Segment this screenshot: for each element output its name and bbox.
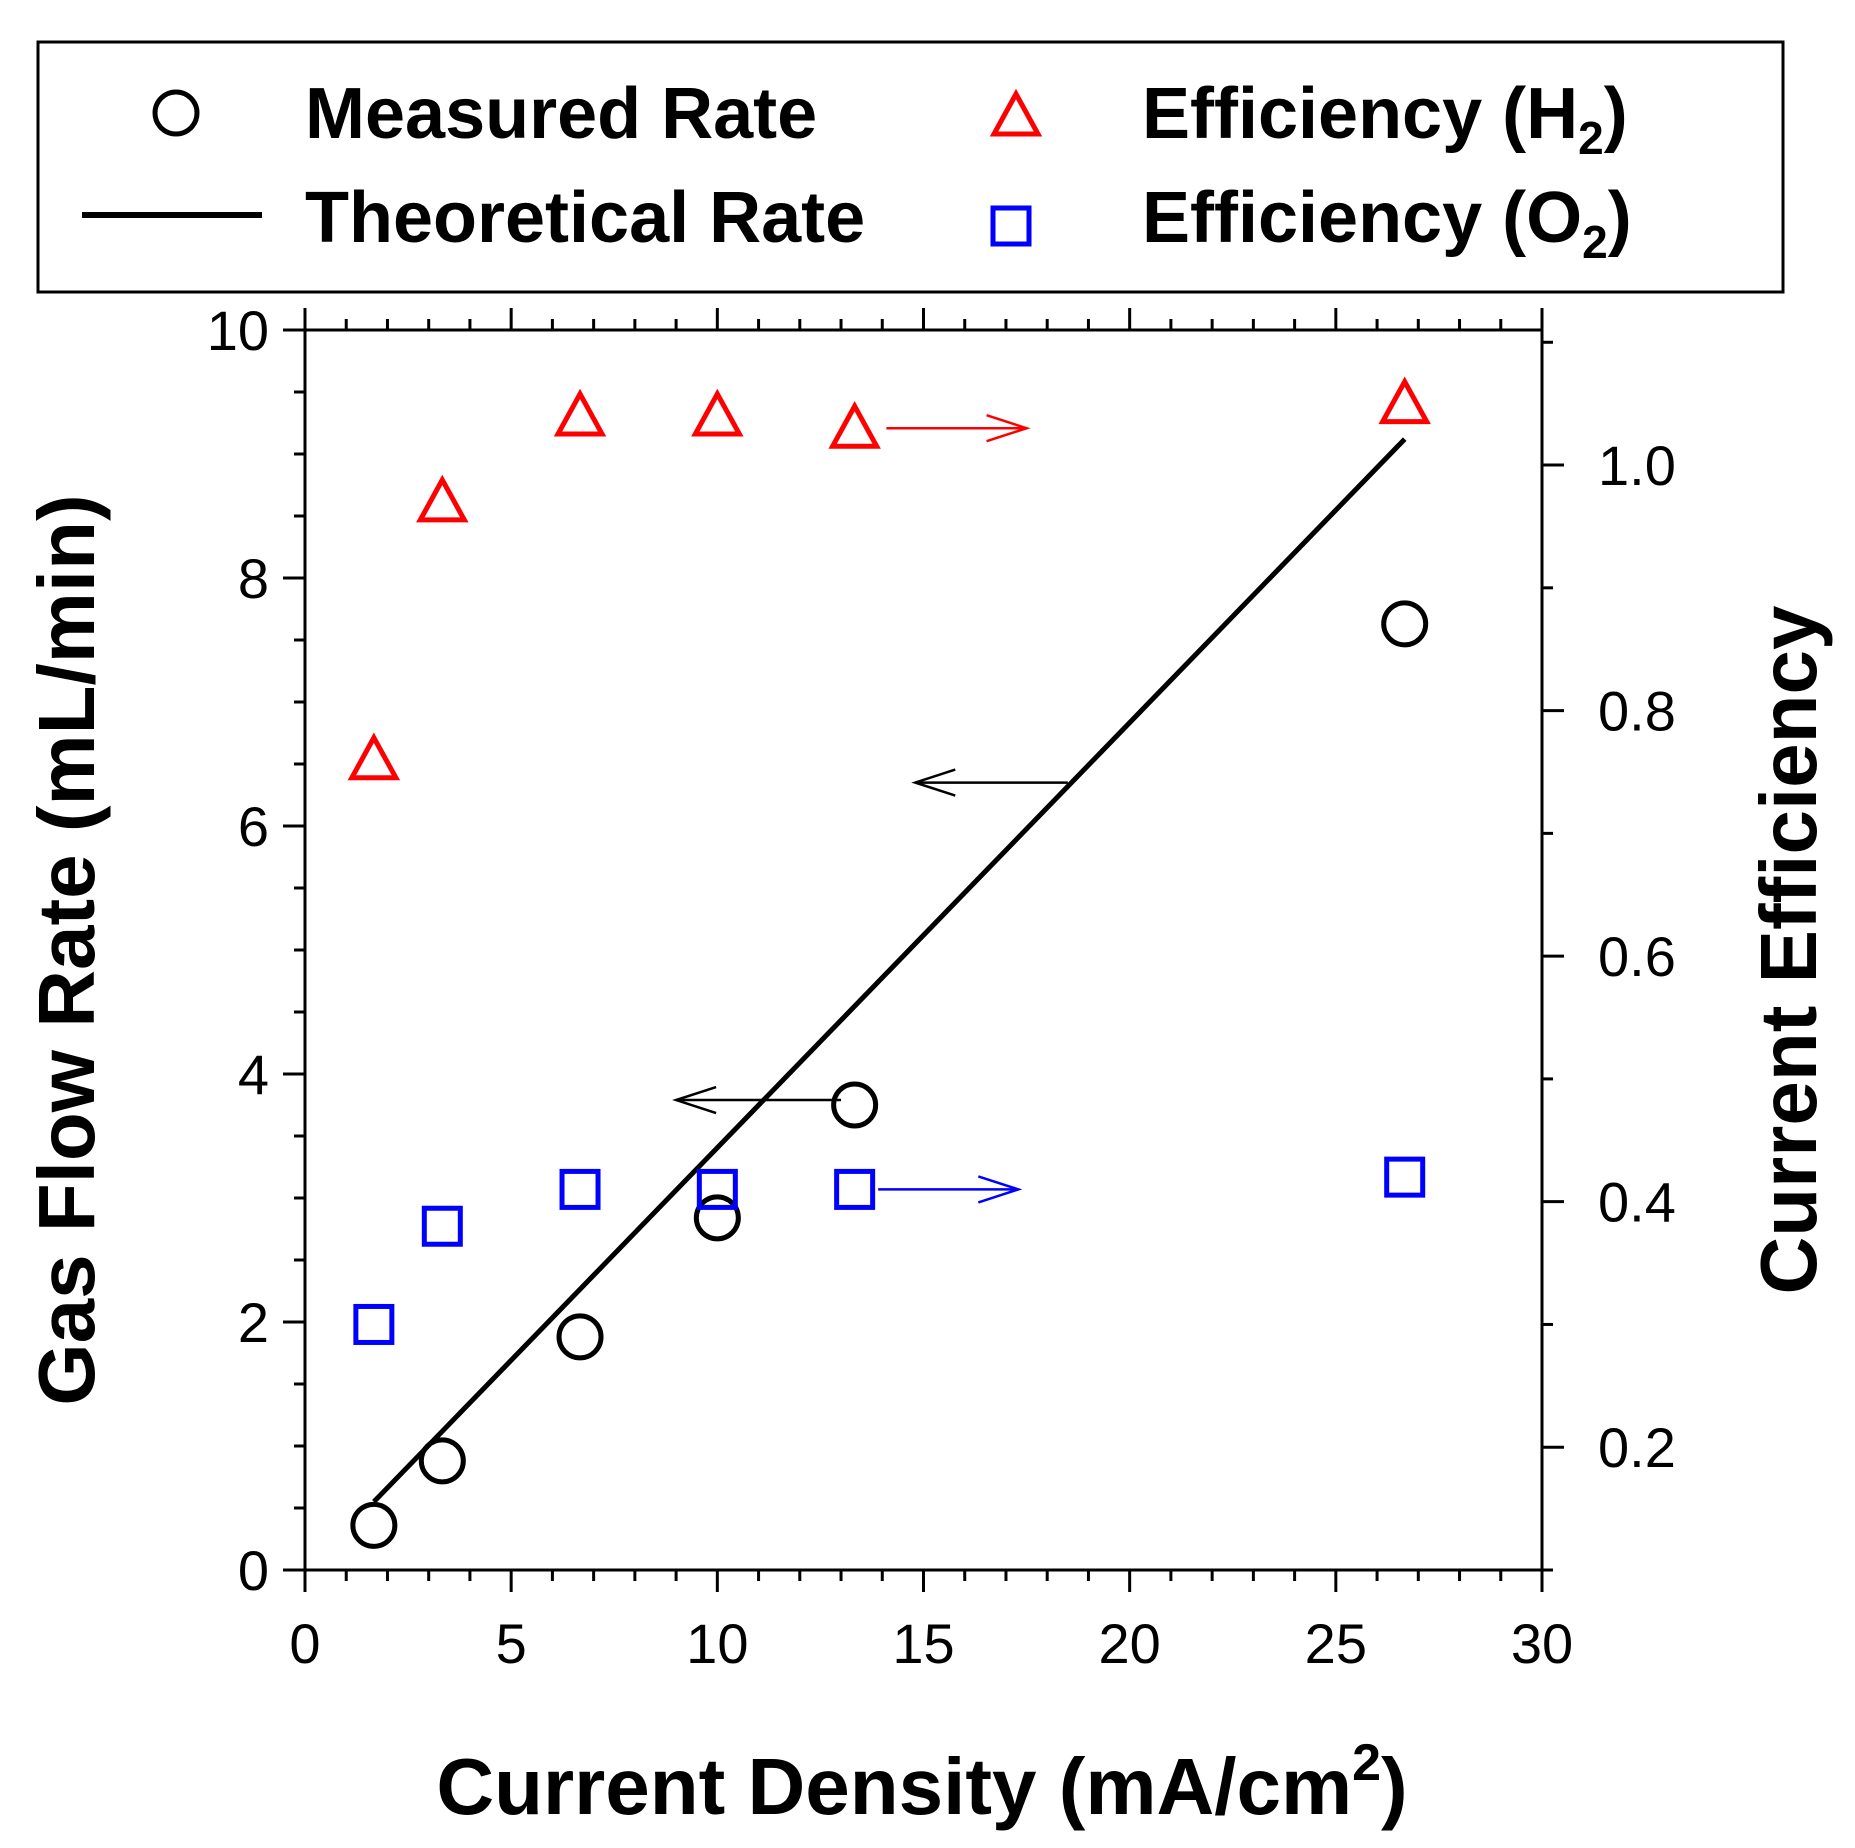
legend-label-efficiency-o2: Efficiency (O2) [1142, 178, 1632, 268]
axis-ticks [283, 308, 1564, 1592]
legend-marker-efficiency-h2 [989, 88, 1043, 137]
y-left-tick-label: 10 [207, 299, 269, 362]
measured-rate-point [693, 1194, 741, 1242]
legend: Measured Rate Theoretical Rate Efficienc… [36, 40, 1785, 294]
measured-rate-point [556, 1313, 604, 1361]
x-tick-label: 5 [496, 1612, 527, 1675]
legend-h2-base: Efficiency (H [1142, 74, 1578, 154]
efficiency-o2-point [421, 1205, 463, 1247]
arrow-h2-right-head [986, 414, 1031, 443]
efficiency-o2-point [353, 1303, 395, 1345]
data-marks [347, 376, 1431, 1549]
y-left-tick-label: 8 [238, 547, 269, 610]
arrow-theoretical-left-head [911, 768, 956, 797]
x-tick-label: 10 [686, 1612, 748, 1675]
legend-marker-efficiency-o2 [990, 205, 1032, 247]
x-tick-label: 25 [1305, 1612, 1367, 1675]
x-tick-label: 20 [1099, 1612, 1161, 1675]
measured-rate-point [1381, 600, 1429, 648]
efficiency-o2-point [1384, 1156, 1426, 1198]
y-right-axis-title: Current Efficiency [1744, 605, 1833, 1295]
x-tick-label: 15 [892, 1612, 954, 1675]
efficiency-h2-point [553, 388, 607, 437]
legend-o2-close: ) [1608, 178, 1632, 258]
theoretical-rate-series [372, 437, 1407, 1504]
x-axis-title-sup: 2 [1352, 1734, 1381, 1792]
y-left-tick-label: 2 [238, 1291, 269, 1354]
measured-rate-point [418, 1437, 466, 1485]
arrow-annotations [672, 414, 1068, 1204]
efficiency-o2-point [834, 1168, 876, 1210]
legend-frame [36, 40, 1785, 294]
measured-rate-point [831, 1081, 879, 1129]
y-left-tick-label: 0 [238, 1539, 269, 1602]
arrow-o2-right-head [977, 1175, 1023, 1204]
x-axis-title-close: ) [1381, 1742, 1408, 1831]
x-tick-label: 0 [289, 1612, 320, 1675]
axis-tick-labels: 0 5 10 15 20 25 30 0 2 4 6 8 10 0.2 0.4 0.6 0.8 1.0 [207, 299, 1676, 1675]
legend-label-measured-rate: Measured Rate [305, 74, 817, 154]
efficiency-h2-point [416, 474, 469, 523]
legend-o2-base: Efficiency (O [1142, 178, 1582, 258]
legend-marker-measured-rate [152, 89, 200, 137]
efficiency-h2-point [347, 732, 401, 781]
legend-h2-close: ) [1604, 74, 1628, 154]
y-right-tick-label: 0.8 [1598, 680, 1676, 743]
measured-rate-point [350, 1501, 398, 1549]
x-axis-title-base: Current Density (mA/cm [436, 1742, 1352, 1831]
legend-label-efficiency-h2: Efficiency (H2) [1142, 74, 1628, 164]
efficiency-h2-point [1378, 376, 1431, 425]
y-left-tick-label: 4 [238, 1043, 269, 1106]
x-axis-title: Current Density (mA/cm2) [436, 1734, 1407, 1831]
y-left-tick-label: 6 [238, 795, 269, 858]
y-right-tick-label: 0.2 [1598, 1416, 1676, 1479]
efficiency-h2-point [828, 401, 881, 449]
y-left-axis-title: Gas Flow Rate (mL/min) [22, 494, 111, 1405]
theoretical-rate-line [372, 437, 1407, 1504]
efficiency-h2-point [691, 388, 744, 437]
legend-label-theoretical-rate: Theoretical Rate [305, 178, 865, 258]
y-right-tick-label: 1.0 [1598, 434, 1676, 497]
y-right-tick-label: 0.4 [1598, 1171, 1676, 1234]
legend-o2-sub: 2 [1582, 216, 1608, 268]
x-tick-label: 30 [1511, 1612, 1573, 1675]
efficiency-o2-point [696, 1168, 738, 1210]
efficiency-o2-point [559, 1168, 601, 1210]
legend-h2-sub: 2 [1578, 112, 1604, 164]
y-right-tick-label: 0.6 [1598, 925, 1676, 988]
arrow-measured-left-head [672, 1085, 717, 1115]
